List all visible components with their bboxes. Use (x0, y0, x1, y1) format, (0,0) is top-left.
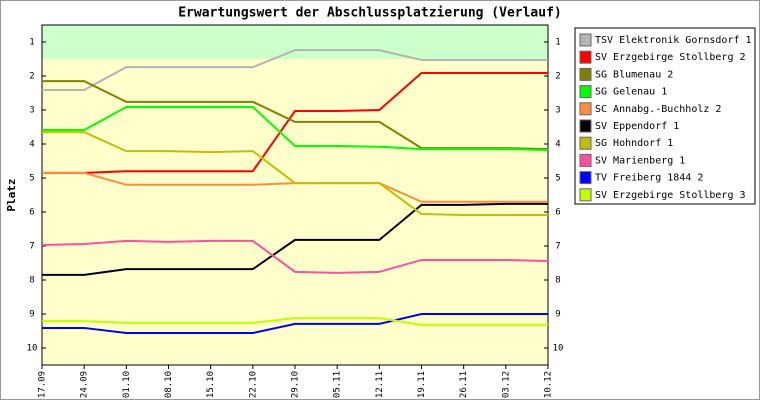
legend-swatch (579, 188, 592, 202)
legend-swatch (579, 171, 592, 185)
y-tick-label: 6 (555, 208, 560, 218)
series-line (41, 239, 549, 274)
y-tick-label: 10 (27, 344, 38, 354)
legend-label: SG Gelenau 1 (595, 87, 667, 98)
legend-swatch (579, 102, 592, 116)
series-line (42, 317, 548, 326)
legend-swatch (579, 85, 592, 99)
series-line (42, 80, 549, 151)
y-tick-label: 6 (29, 208, 34, 218)
x-tick-label: 17.09 (38, 371, 48, 398)
y-tick-label: 10 (553, 344, 564, 354)
x-tick-label: 19.11 (417, 371, 427, 398)
x-tick-label: 26.11 (459, 371, 469, 398)
legend-swatch (579, 119, 592, 133)
legend-label: SV Eppendorf 1 (595, 121, 679, 132)
legend-label: SV Erzgebirge Stollberg 3 (595, 190, 746, 201)
x-tick-label: 05.11 (333, 371, 343, 398)
background-band (42, 59, 548, 365)
legend-label: TV Freiberg 1844 2 (595, 173, 703, 184)
y-tick-label: 4 (555, 140, 560, 150)
legend-label: TSV Elektronik Gornsdorf 1 (595, 35, 752, 46)
legend-label: SV Marienberg 1 (595, 155, 685, 166)
legend-swatch (579, 136, 592, 150)
y-tick-label: 3 (555, 106, 560, 116)
y-tick-label: 7 (555, 242, 560, 252)
x-tick-label: 15.10 (206, 371, 216, 398)
y-tick-label: 8 (29, 276, 34, 286)
y-tick-label: 8 (555, 276, 560, 286)
y-tick-label: 9 (29, 310, 34, 320)
legend-label: SG Blumenau 2 (595, 69, 673, 80)
series-line (42, 131, 548, 217)
background-band (42, 25, 548, 59)
y-tick-label: 1 (29, 38, 34, 48)
x-tick-label: 24.09 (80, 371, 90, 398)
x-tick-label: 03.12 (501, 371, 511, 398)
legend-swatch (579, 33, 592, 47)
legend-label: SV Erzgebirge Stollberg 2 (595, 52, 746, 63)
x-tick-label: 08.10 (164, 371, 174, 398)
y-tick-label: 3 (29, 106, 34, 116)
x-tick-label: 01.10 (122, 371, 132, 398)
y-axis-label: Platz (5, 178, 18, 211)
y-tick-label: 7 (29, 242, 34, 252)
legend-swatch (579, 153, 592, 167)
x-tick-label: 29.10 (291, 371, 301, 398)
y-tick-label: 1 (555, 38, 560, 48)
legend-swatch (579, 50, 592, 64)
chart-title: Erwartungswert der Abschlussplatzierung … (178, 6, 562, 21)
y-tick-label: 2 (555, 72, 560, 82)
y-tick-label: 2 (29, 72, 34, 82)
x-tick-label: 10.12 (544, 371, 554, 398)
x-tick-label: 22.10 (248, 371, 258, 398)
y-tick-label: 5 (555, 174, 560, 184)
legend-label: SG Hohndorf 1 (595, 138, 673, 149)
y-tick-label: 4 (29, 140, 34, 150)
x-tick-label: 12.11 (375, 371, 385, 398)
legend-box (574, 27, 756, 205)
series-line (42, 49, 548, 91)
y-tick-label: 9 (555, 310, 560, 320)
legend-swatch (579, 67, 592, 81)
series-line (42, 313, 548, 335)
series-line (42, 71, 548, 174)
y-tick-label: 5 (29, 174, 34, 184)
legend-label: SC Annabg.-Buchholz 2 (595, 104, 721, 115)
series-line (42, 202, 548, 276)
series-line (42, 105, 549, 152)
